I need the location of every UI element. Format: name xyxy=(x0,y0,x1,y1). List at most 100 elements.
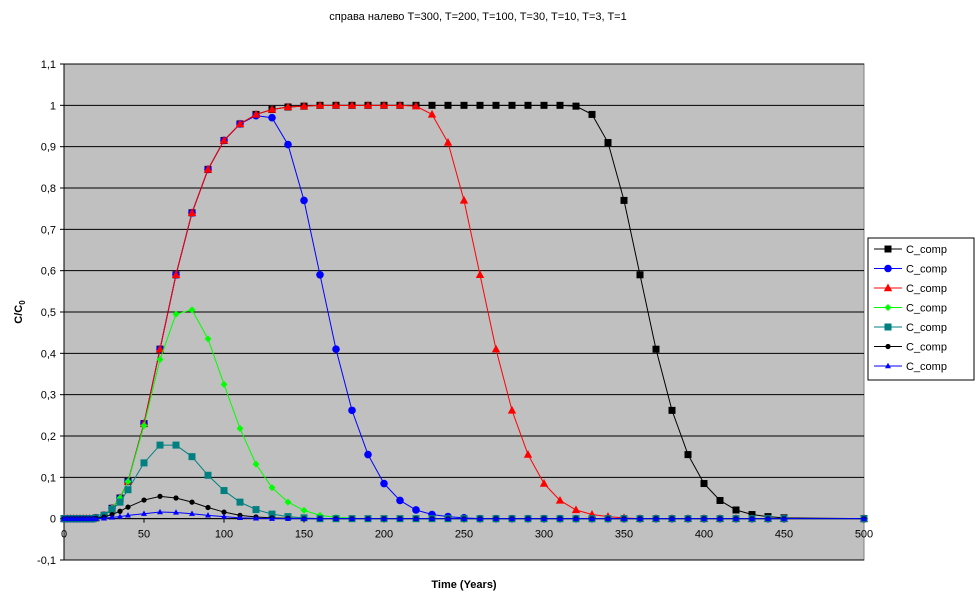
data-point xyxy=(571,505,581,514)
x-tick-label: 150 xyxy=(295,529,313,541)
y-tick-labels: -0,1 0 0,1 0,2 0,3 0,4 0,5 0,6 0,7 0,8 0,9 1 1,1 xyxy=(37,59,56,567)
y-tick-label: -0,1 xyxy=(37,555,56,567)
series-7 xyxy=(61,508,867,521)
y-tick-label: 1,1 xyxy=(41,59,56,71)
data-point xyxy=(445,515,451,521)
data-point xyxy=(396,496,404,505)
data-point xyxy=(555,495,565,504)
y-tick-label: 0 xyxy=(50,514,56,526)
data-point xyxy=(251,109,261,118)
data-point xyxy=(157,508,163,515)
data-point xyxy=(475,270,485,278)
data-point xyxy=(205,504,211,511)
legend-label: C_comp xyxy=(906,264,947,276)
data-point xyxy=(589,515,595,521)
legend-item: C_comp xyxy=(874,244,947,256)
gridlines xyxy=(60,63,864,561)
data-point xyxy=(173,495,179,501)
data-point xyxy=(620,196,628,204)
data-point xyxy=(284,498,292,506)
x-axis-title: Time (Years) xyxy=(431,579,497,591)
data-point xyxy=(188,306,196,314)
data-point xyxy=(155,344,165,353)
legend-swatch-marker xyxy=(885,343,891,350)
data-point xyxy=(156,441,164,449)
data-point xyxy=(221,513,227,519)
legend-item: C_comp xyxy=(874,322,947,334)
data-point xyxy=(253,515,259,521)
data-point xyxy=(588,110,596,118)
data-point xyxy=(637,515,643,521)
data-point xyxy=(443,138,453,146)
data-point xyxy=(300,506,308,514)
data-point xyxy=(125,512,131,518)
data-point xyxy=(411,101,421,110)
data-point xyxy=(267,104,277,113)
data-point xyxy=(268,484,276,492)
data-point xyxy=(492,101,500,109)
data-point xyxy=(108,506,116,514)
data-point xyxy=(117,513,123,519)
data-point xyxy=(156,356,164,364)
series-layer xyxy=(59,100,869,523)
legend-item: C_comp xyxy=(874,303,947,315)
chart-title: справа налево T=300, T=200, T=100, T=30,… xyxy=(329,11,626,23)
data-point xyxy=(204,335,212,343)
data-point xyxy=(861,515,867,521)
data-point xyxy=(395,100,405,109)
data-point xyxy=(252,506,260,514)
data-point xyxy=(331,100,341,109)
data-point xyxy=(188,453,196,461)
x-tick-label: 200 xyxy=(375,529,393,541)
data-point xyxy=(397,515,403,521)
legend-item: C_comp xyxy=(874,361,947,373)
legend-swatch-marker xyxy=(884,264,892,273)
data-point xyxy=(605,515,611,521)
data-point xyxy=(652,345,660,353)
data-point xyxy=(460,101,468,109)
data-point xyxy=(668,406,676,414)
data-point xyxy=(684,451,692,459)
data-point xyxy=(187,208,197,216)
data-point xyxy=(781,515,787,521)
data-point xyxy=(572,102,580,110)
data-point xyxy=(268,510,276,518)
data-point xyxy=(172,441,180,449)
data-point xyxy=(427,109,437,118)
data-point xyxy=(220,380,228,388)
data-point xyxy=(203,164,213,173)
data-point xyxy=(348,406,356,415)
data-point xyxy=(493,515,499,521)
data-point xyxy=(220,487,228,495)
data-point xyxy=(508,101,516,109)
y-tick-label: 0,2 xyxy=(41,431,56,443)
y-tick-label: 0,8 xyxy=(41,183,56,195)
x-tick-label: 350 xyxy=(615,529,633,541)
y-axis-title: C/C0 xyxy=(13,300,27,324)
data-point xyxy=(252,460,260,468)
data-point xyxy=(157,493,163,499)
data-point xyxy=(140,422,148,430)
data-point xyxy=(205,512,211,518)
data-point xyxy=(716,496,724,504)
data-point xyxy=(236,498,244,506)
data-point xyxy=(669,515,675,521)
data-point xyxy=(539,479,549,487)
x-tick-label: 50 xyxy=(138,529,150,541)
data-point xyxy=(461,515,467,521)
data-point xyxy=(540,101,548,109)
data-point xyxy=(700,480,708,488)
data-point xyxy=(573,515,579,521)
data-point xyxy=(701,515,707,521)
data-point xyxy=(636,271,644,279)
y-tick-label: 0,7 xyxy=(41,224,56,236)
data-point xyxy=(749,515,755,521)
data-point xyxy=(141,510,147,516)
data-point xyxy=(365,515,371,521)
data-point xyxy=(235,119,245,128)
x-tick-label: 0 xyxy=(61,529,67,541)
y-tick-label: 0,5 xyxy=(41,307,56,319)
data-point xyxy=(93,515,99,521)
data-point xyxy=(101,515,107,521)
data-point xyxy=(204,471,212,479)
